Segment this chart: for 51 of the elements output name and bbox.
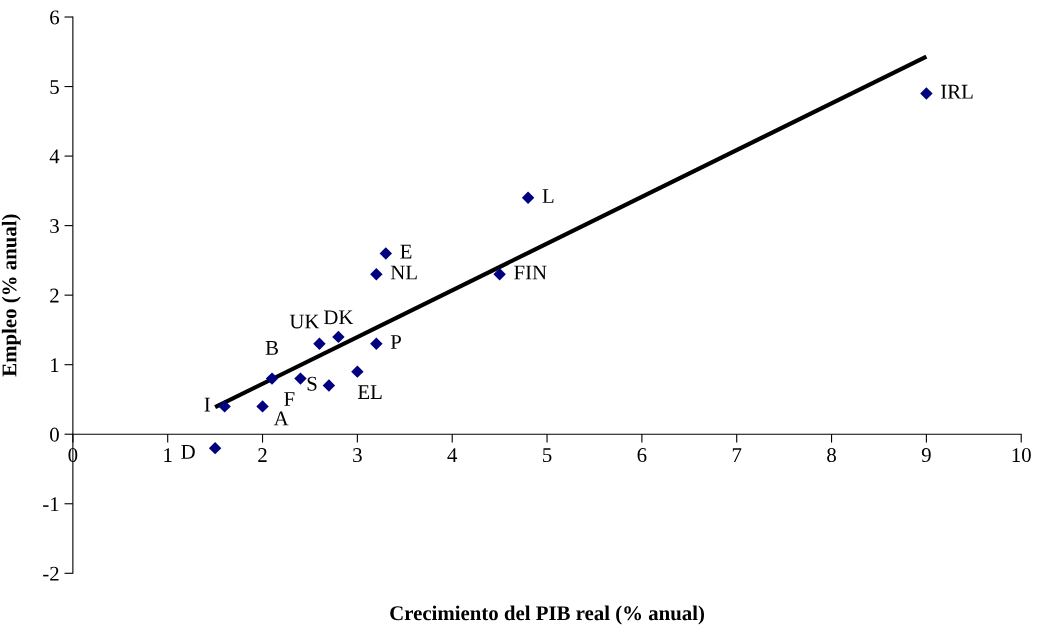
point [370, 337, 383, 351]
point [294, 372, 307, 385]
point [208, 441, 222, 455]
y-tick-label: 0 [50, 427, 59, 442]
annotation: D [181, 445, 195, 459]
x-tick-label: 9 [921, 448, 931, 463]
annotation: E [400, 244, 412, 259]
x-tick-label: 6 [637, 448, 647, 463]
annotation: FIN [514, 265, 547, 280]
point [332, 330, 345, 344]
x-tick-label: 8 [827, 448, 836, 463]
annotation: L [542, 189, 554, 203]
y-tick-label: 6 [50, 10, 60, 25]
point [379, 247, 393, 260]
y-tick-label: 4 [49, 149, 60, 164]
annotation: A [273, 411, 289, 426]
x-tick-label: 7 [732, 448, 742, 462]
annotation: B [265, 341, 278, 355]
x-tick-label: 5 [543, 448, 552, 463]
annotation: F [284, 392, 295, 406]
x-axis-title: Crecimiento del PIB real (% anual) [390, 605, 705, 625]
point [322, 379, 336, 392]
point [313, 337, 326, 351]
point [218, 400, 231, 413]
y-tick-label: 5 [50, 80, 59, 94]
x-tick-label: 10 [1012, 448, 1031, 463]
annotation: IRL [941, 84, 973, 99]
x-tick-label: 2 [258, 448, 267, 462]
x-tick-label: 4 [447, 448, 458, 462]
point [521, 191, 535, 205]
x-tick-label: 1 [164, 448, 172, 462]
y-axis-title: Empleo (% anual) [1, 214, 21, 377]
point [920, 87, 933, 100]
annotation: S [307, 376, 317, 391]
annotation: DK [323, 310, 354, 325]
point [256, 400, 269, 413]
point [493, 268, 506, 281]
annotation: NL [390, 265, 417, 280]
point [370, 268, 383, 281]
point [265, 372, 279, 385]
point [351, 365, 364, 378]
y-tick-label: 3 [50, 219, 59, 234]
y-tick-label: 1 [51, 358, 59, 372]
x-tick-label: 3 [353, 448, 362, 463]
annotation: EL [357, 385, 382, 399]
y-tick-label: 2 [50, 288, 59, 303]
annotation: P [390, 335, 401, 349]
annotation: UK [289, 314, 320, 329]
annotation: I [204, 397, 210, 412]
y-tick-label: -2 [43, 566, 59, 581]
y-tick-label: -1 [43, 497, 59, 511]
